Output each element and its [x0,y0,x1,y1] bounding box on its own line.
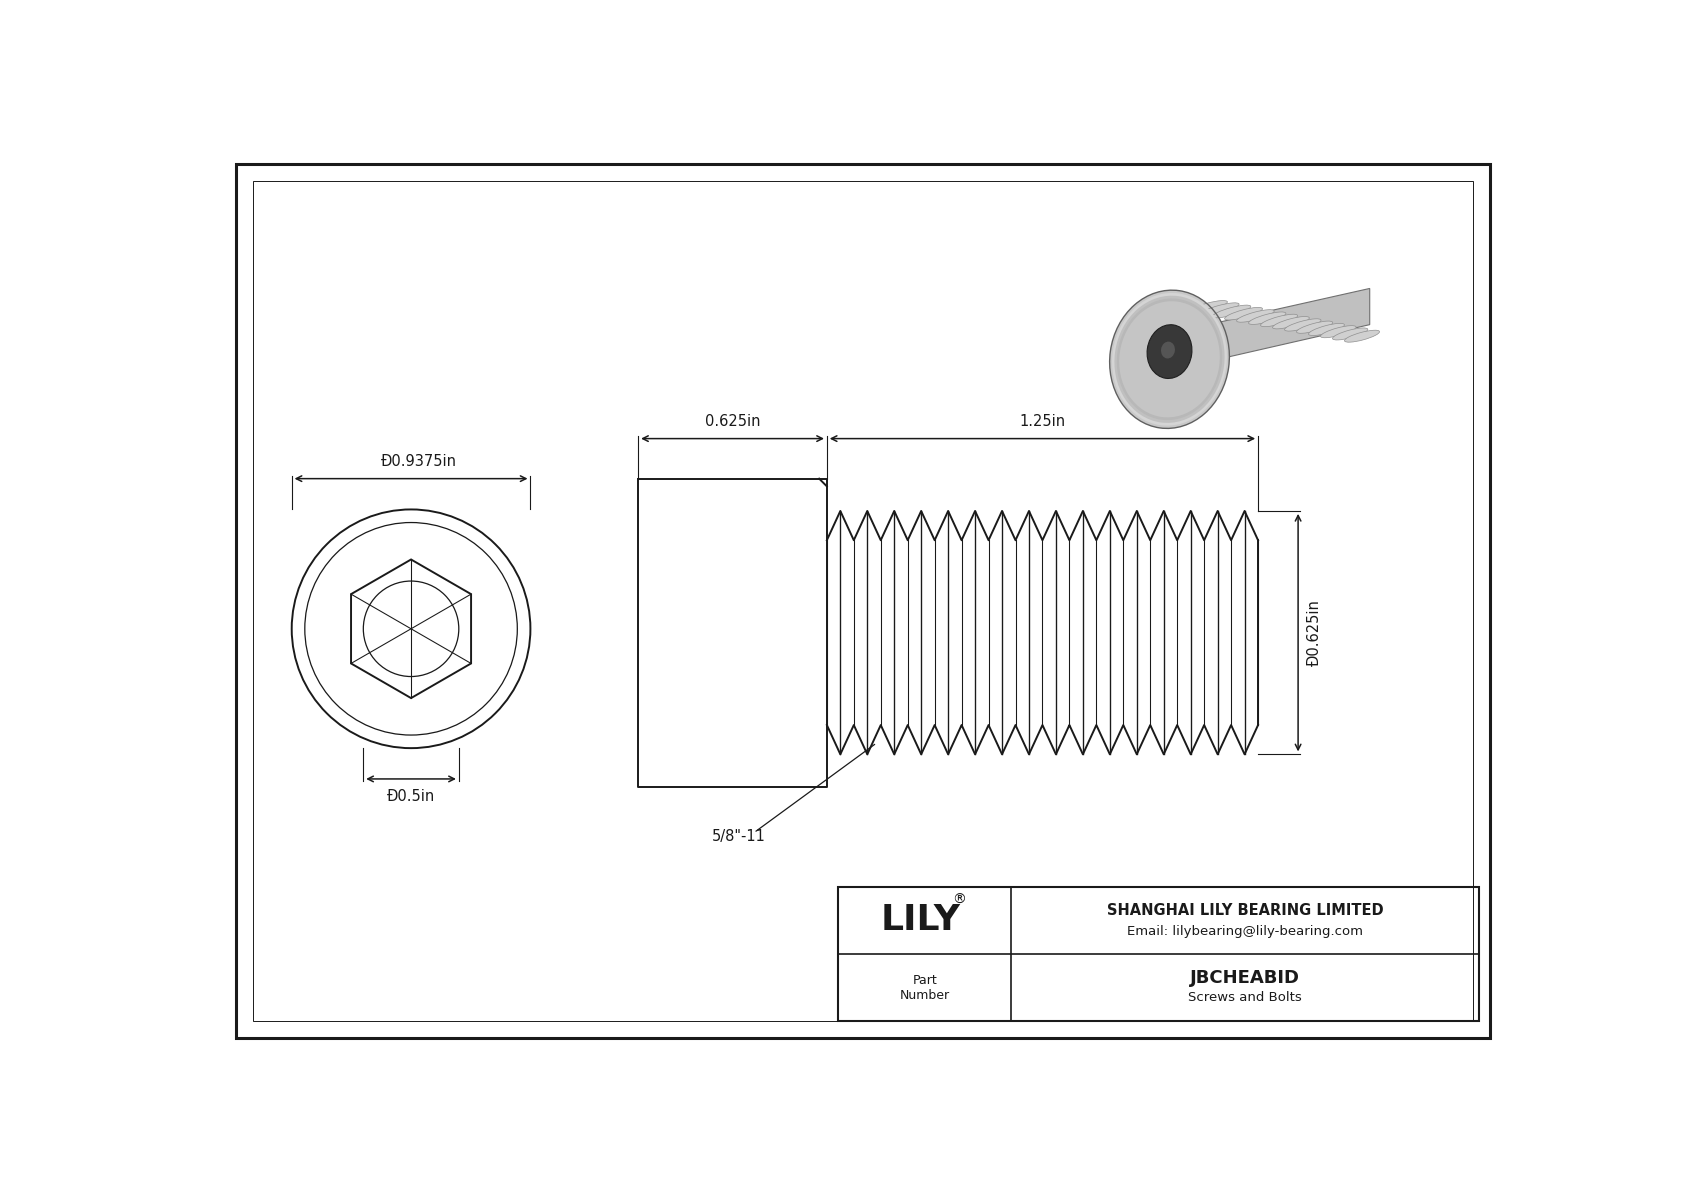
Ellipse shape [1115,295,1224,423]
Ellipse shape [1320,325,1356,338]
Ellipse shape [1160,342,1175,358]
Ellipse shape [1285,319,1320,331]
Ellipse shape [1308,324,1344,336]
Bar [839,887,1479,1022]
Text: 1.25in: 1.25in [1019,413,1066,429]
Text: Ð0.9375in: Ð0.9375in [381,454,456,468]
Ellipse shape [1297,322,1332,333]
Ellipse shape [1147,325,1192,379]
Text: Ð0.5in: Ð0.5in [387,788,434,804]
Text: JBCHEABID: JBCHEABID [1191,968,1300,987]
Ellipse shape [1189,300,1228,313]
Ellipse shape [1344,330,1379,342]
Ellipse shape [1116,299,1223,420]
Ellipse shape [1273,317,1308,329]
Ellipse shape [1248,312,1287,324]
Ellipse shape [1110,291,1229,429]
Text: Email: lilybearing@lily-bearing.com: Email: lilybearing@lily-bearing.com [1127,925,1364,939]
Ellipse shape [1212,305,1251,318]
Ellipse shape [1332,328,1367,339]
Text: SHANGHAI LILY BEARING LIMITED: SHANGHAI LILY BEARING LIMITED [1106,903,1384,918]
Ellipse shape [1111,293,1228,425]
Text: Part
Number: Part Number [899,974,950,1002]
Ellipse shape [1261,314,1298,326]
Ellipse shape [1201,303,1239,316]
Polygon shape [1191,288,1369,366]
Ellipse shape [1120,301,1219,417]
Text: 0.625in: 0.625in [706,413,759,429]
Text: Screws and Bolts: Screws and Bolts [1189,991,1302,1004]
Text: LILY: LILY [881,904,962,937]
Text: 5/8"-11: 5/8"-11 [711,829,765,844]
Ellipse shape [1224,307,1263,320]
Ellipse shape [1236,310,1275,323]
Text: Ð0.625in: Ð0.625in [1307,599,1322,666]
Text: ®: ® [953,892,967,906]
